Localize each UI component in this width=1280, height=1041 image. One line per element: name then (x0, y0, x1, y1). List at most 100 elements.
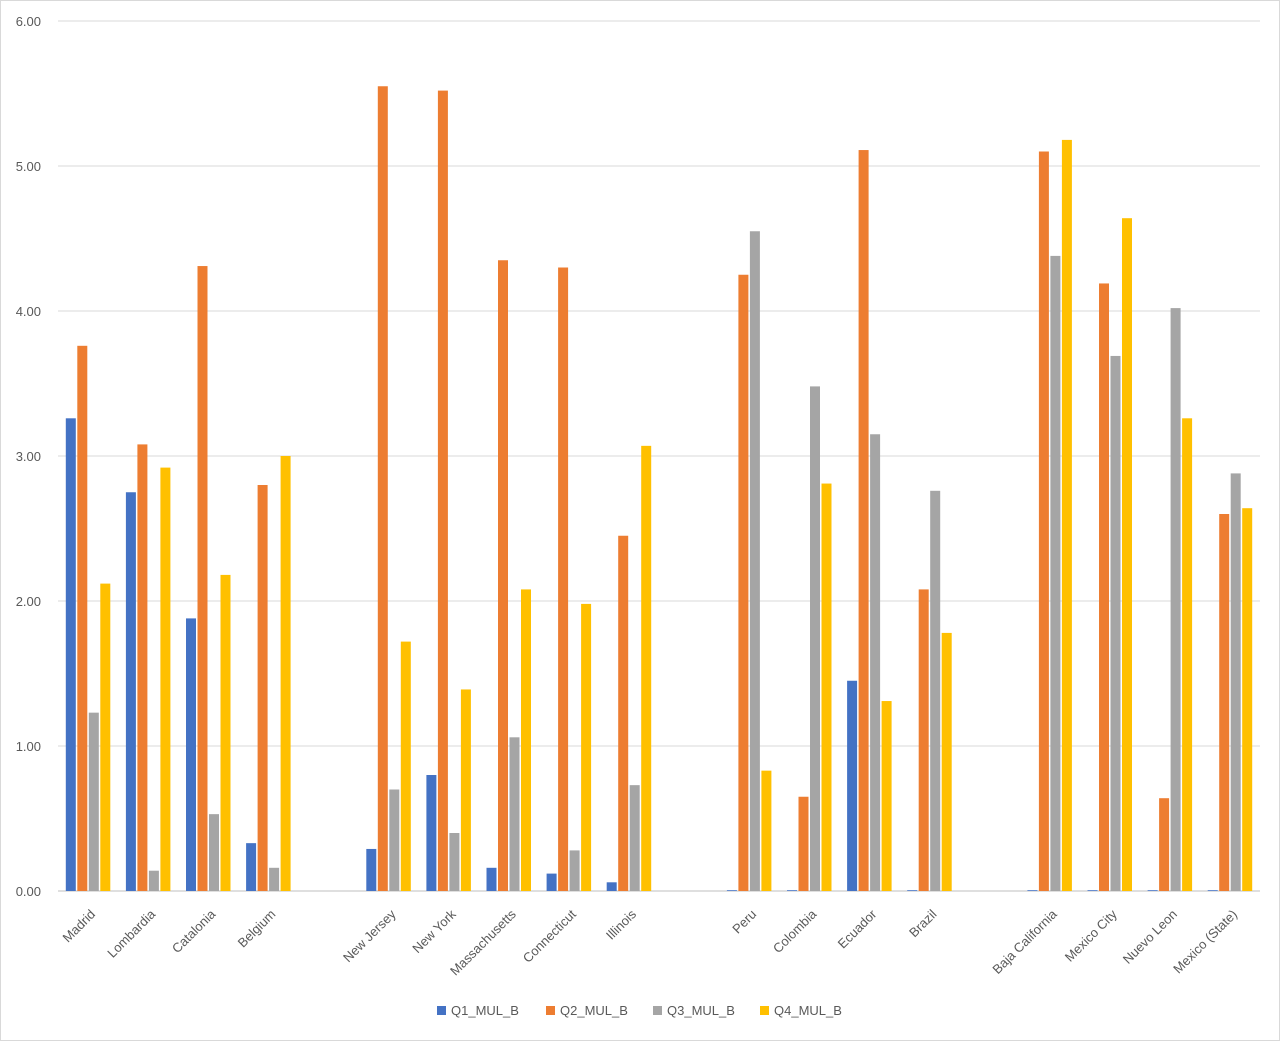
legend-swatch (437, 1006, 446, 1015)
bar-q4-mul-b (460, 689, 471, 891)
bar-q4-mul-b (280, 456, 291, 891)
bar-q3-mul-b (749, 231, 760, 891)
bar-q4-mul-b (1242, 508, 1253, 891)
x-category-label: Baja California (989, 906, 1060, 977)
bar-q4-mul-b (220, 574, 231, 891)
x-axis-labels: Madrid Lombardia Catalonia Belgium New Jerse… (59, 906, 1240, 978)
y-tick-label: 5.00 (16, 159, 41, 174)
x-category-label: Colombia (770, 906, 820, 956)
bar-q1-mul-b (486, 867, 497, 891)
bar-q4-mul-b (521, 589, 531, 891)
bar-q1-mul-b (546, 873, 557, 891)
bar-q1-mul-b (847, 680, 858, 891)
bar-q4-mul-b (1122, 218, 1132, 891)
bar-q4-mul-b (761, 770, 772, 891)
bar-q3-mul-b (569, 850, 580, 891)
bar-q1-mul-b (1027, 890, 1038, 891)
bar-q2-mul-b (197, 266, 208, 891)
bar-q4-mul-b (881, 701, 892, 891)
legend-label: Q2_MUL_B (560, 1003, 628, 1018)
gridlines (58, 20, 1260, 892)
bar-q2-mul-b (858, 150, 869, 892)
bar-q2-mul-b (918, 589, 929, 891)
bar-q2-mul-b (558, 267, 569, 891)
bar-q2-mul-b (798, 796, 809, 891)
bar-q2-mul-b (618, 535, 629, 891)
x-category-label: Mexico (State) (1170, 907, 1240, 977)
bar-q3-mul-b (930, 490, 941, 891)
bar-q2-mul-b (1159, 798, 1170, 891)
bar-q4-mul-b (400, 641, 411, 891)
x-category-label: Peru (729, 907, 759, 937)
bar-q3-mul-b (509, 737, 520, 891)
bar-q4-mul-b (160, 467, 171, 891)
bar-q2-mul-b (738, 274, 749, 891)
x-category-label: Brazil (906, 906, 940, 940)
bar-q3-mul-b (1050, 255, 1061, 891)
bar-q1-mul-b (65, 418, 76, 891)
bar-q1-mul-b (1087, 890, 1098, 891)
y-axis-ticks: 0.00 1.00 2.00 3.00 4.00 5.00 6.00 (16, 14, 41, 899)
bar-q3-mul-b (810, 386, 820, 891)
bar-q3-mul-b (389, 789, 400, 891)
bar-q1-mul-b (246, 843, 257, 891)
bar-q1-mul-b (186, 618, 196, 891)
bar-q4-mul-b (581, 603, 592, 891)
bar-q2-mul-b (1038, 151, 1049, 891)
bar-q2-mul-b (437, 90, 448, 892)
bar-q3-mul-b (1110, 355, 1121, 891)
legend-swatch (546, 1006, 555, 1015)
y-tick-label: 0.00 (16, 884, 41, 899)
bar-q4-mul-b (1061, 139, 1072, 891)
x-category-label: Mexico City (1062, 906, 1120, 964)
bar-q2-mul-b (1219, 514, 1230, 891)
bar-q2-mul-b (377, 86, 388, 891)
bar-q2-mul-b (257, 485, 268, 891)
bar-q3-mul-b (1230, 473, 1241, 891)
bar-q2-mul-b (498, 260, 508, 891)
bar-q2-mul-b (77, 345, 88, 891)
bar-q1-mul-b (125, 492, 136, 891)
bar-q3-mul-b (449, 833, 460, 891)
x-category-label: Belgium (235, 907, 279, 951)
legend-label: Q4_MUL_B (774, 1003, 842, 1018)
bar-q1-mul-b (606, 882, 617, 891)
bar-q1-mul-b (907, 890, 918, 891)
bar-q1-mul-b (426, 775, 437, 891)
bar-q3-mul-b (870, 434, 881, 891)
bar-q3-mul-b (148, 870, 159, 891)
bar-q1-mul-b (787, 890, 797, 891)
bars (65, 86, 1253, 892)
x-category-label: Ecuador (835, 906, 880, 951)
x-category-label: Catalonia (169, 906, 219, 956)
bar-q3-mul-b (629, 785, 640, 891)
bar-q3-mul-b (1170, 308, 1181, 892)
legend-label: Q1_MUL_B (451, 1003, 519, 1018)
x-category-label: Nuevo Leon (1120, 907, 1180, 967)
bar-q4-mul-b (100, 583, 111, 891)
bar-q1-mul-b (366, 848, 377, 891)
bar-q3-mul-b (209, 814, 219, 891)
bar-q1-mul-b (726, 890, 737, 891)
bar-q1-mul-b (1147, 890, 1158, 891)
x-category-label: New York (409, 906, 459, 956)
legend: Q1_MUL_B Q2_MUL_B Q3_MUL_B Q4_MUL_B (437, 1003, 842, 1018)
bar-q2-mul-b (137, 444, 148, 891)
bar-q4-mul-b (1182, 418, 1193, 891)
x-category-label: Connecticut (520, 906, 579, 965)
y-tick-label: 2.00 (16, 594, 41, 609)
bar-q1-mul-b (1207, 890, 1218, 891)
bar-q3-mul-b (88, 712, 99, 891)
x-category-label: Lombardia (104, 906, 159, 961)
bar-q2-mul-b (1099, 283, 1109, 891)
x-category-label: Illinois (603, 906, 640, 943)
legend-label: Q3_MUL_B (667, 1003, 735, 1018)
y-tick-label: 6.00 (16, 14, 41, 29)
bar-q4-mul-b (941, 632, 952, 891)
x-category-label: Madrid (59, 907, 98, 946)
x-category-label: New Jersey (340, 906, 399, 965)
bar-q4-mul-b (821, 483, 832, 891)
y-tick-label: 3.00 (16, 449, 41, 464)
